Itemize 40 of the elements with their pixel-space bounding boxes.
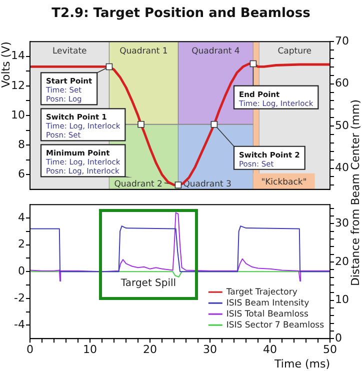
band-label: Capture [278,46,312,57]
box-outline: Target Spill [99,208,198,300]
y-tick-label: -4 [14,318,25,332]
band-label: Quadrant 4 [192,46,240,57]
y2-axis-title: Distance from Beam Center (mm) [349,98,362,288]
band-label: Quadrant 1 [120,46,168,57]
band-label: "Kickback" [261,177,307,188]
y-tick-label: -2 [14,291,25,304]
y2-tick-label: 0 [335,331,342,344]
x-axis-title: Time (ms) [274,357,330,370]
y-tick-label: 14 [11,49,25,62]
y-tick-label: 12 [11,78,25,92]
y2-tick-label: 50 [335,118,349,132]
text: Target Trajectory [226,287,298,298]
y-tick-label: 0 [18,264,25,278]
x-tick-label: 40 [263,343,277,356]
band-label: Levitate [52,46,87,57]
y-tick-label: 6 [18,167,25,180]
y2-tick-label: 40 [335,161,349,174]
chart-title: T2.9: Target Position and Beamloss [52,6,311,22]
legend-label: ISIS Sector 7 Beamloss [226,320,325,330]
y2-tick-label: 70 [335,34,349,48]
x-tick-label: 0 [26,343,34,356]
legend-label: ISIS Total Beamloss [226,309,309,320]
y2-tick-label: 10 [335,293,349,306]
y-tick-label: 2 [18,238,25,251]
x-tick-label: 30 [203,343,217,356]
x-tick-label: 20 [143,343,157,356]
x-tick-label: 10 [83,343,97,356]
y-tick-label: 4 [18,210,25,224]
y2-tick-label: 30 [335,216,349,230]
legend-label: ISIS Beam Intensity [226,298,310,308]
y2-tick-label: 20 [335,254,349,268]
y-tick-label: 8 [18,138,25,151]
x-tick-label: 50 [323,343,337,356]
band-label: Quadrant 3 [183,179,232,190]
y2-tick-label: 60 [335,76,349,90]
band-label: Quadrant 2 [114,179,162,190]
y-tick-label: 10 [11,108,25,122]
y-axis-title: Volts (V) [0,42,12,88]
